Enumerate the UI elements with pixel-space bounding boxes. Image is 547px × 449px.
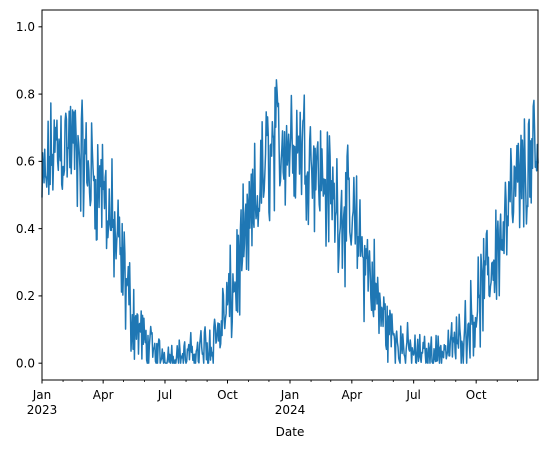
y-tick-label: 0.6: [16, 155, 35, 169]
x-tick-label: Jul: [405, 388, 420, 402]
x-tick-label: Oct: [217, 388, 238, 402]
x-tick-label: Jan: [280, 388, 300, 402]
series-layer: [41, 79, 539, 364]
y-tick-label: 1.0: [16, 20, 35, 34]
x-axis-title: Date: [276, 425, 305, 439]
x-tick-label: Apr: [93, 388, 114, 402]
x-tick-year-label: 2024: [275, 403, 306, 417]
y-tick-label: 0.8: [16, 87, 35, 101]
y-tick-label: 0.2: [16, 289, 35, 303]
y-tick-label: 0.0: [16, 356, 35, 370]
y-tick-label: 0.4: [16, 222, 35, 236]
x-tick-label: Oct: [466, 388, 487, 402]
x-tick-label: Jul: [157, 388, 172, 402]
x-tick-year-label: 2023: [27, 403, 58, 417]
x-tick-label: Apr: [341, 388, 362, 402]
x-tick-label: Jan: [32, 388, 52, 402]
data-series-line: [41, 79, 539, 364]
y-axis: 0.0 0.2 0.4 0.6 0.8 1.0: [16, 20, 42, 370]
